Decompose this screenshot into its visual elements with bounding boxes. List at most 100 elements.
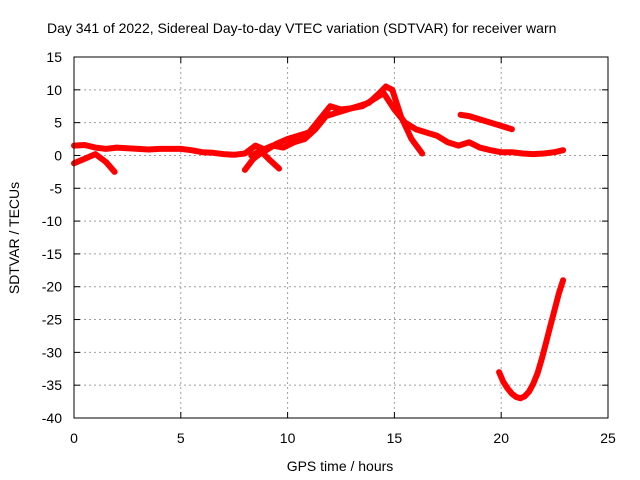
y-tick-label: 5 [54, 115, 62, 131]
data-point-satellite-track-d [398, 113, 404, 119]
data-point-satellite-track-a [530, 151, 536, 157]
data-point-satellite-track-d [344, 107, 350, 112]
data-point-satellite-track-e [509, 126, 515, 132]
data-point-satellite-track-a [253, 143, 259, 149]
data-point-satellite-track-a [231, 152, 237, 158]
data-point-satellite-track-a [156, 146, 162, 152]
data-point-satellite-track-f [496, 369, 502, 375]
data-point-satellite-track-f [543, 340, 549, 345]
data-point-satellite-track-d [280, 145, 286, 151]
data-point-satellite-track-f [539, 356, 545, 362]
data-point-satellite-track-a [221, 151, 226, 157]
data-point-satellite-track-f [552, 307, 558, 313]
data-point-satellite-track-b [103, 159, 109, 165]
data-point-satellite-track-d [376, 90, 382, 96]
data-point-satellite-track-d [419, 151, 425, 156]
series-line-satellite-track-b [71, 151, 118, 175]
data-point-satellite-track-e [466, 113, 472, 119]
data-point-satellite-track-f [526, 389, 532, 395]
data-point-satellite-track-a [135, 146, 141, 152]
data-point-satellite-track-f [535, 370, 540, 376]
data-point-satellite-track-a [327, 103, 333, 109]
data-point-satellite-track-f [505, 386, 511, 391]
y-tick-label: 15 [46, 49, 62, 65]
data-point-satellite-track-a [466, 139, 472, 145]
data-point-satellite-track-a [114, 145, 120, 151]
data-point-satellite-track-a [242, 151, 248, 156]
data-point-satellite-track-a [178, 146, 184, 152]
data-point-satellite-track-a [552, 149, 558, 155]
data-point-satellite-track-d [248, 153, 254, 158]
data-point-satellite-track-c [268, 158, 273, 164]
y-tick-label: -10 [42, 213, 62, 229]
data-point-satellite-track-a [210, 150, 216, 156]
data-point-satellite-track-d [389, 87, 395, 93]
data-point-satellite-track-a [199, 149, 205, 155]
data-point-satellite-track-e [498, 123, 504, 129]
data-point-satellite-track-d [383, 84, 389, 89]
data-point-satellite-track-d [355, 103, 361, 109]
x-tick-label: 5 [177, 430, 185, 446]
series-line-satellite-track-f [496, 277, 567, 402]
data-point-satellite-track-e [458, 112, 464, 118]
data-point-satellite-track-f [513, 394, 519, 400]
data-point-satellite-track-f [530, 381, 536, 387]
data-point-satellite-track-c [242, 167, 248, 173]
data-point-satellite-track-a [103, 146, 109, 152]
data-point-satellite-track-f [522, 393, 528, 399]
data-point-satellite-track-d [366, 100, 372, 106]
y-tick-label: 0 [54, 147, 62, 163]
data-point-satellite-track-f [517, 395, 523, 401]
y-axis-label: SDTVAR / TECUs [6, 182, 22, 294]
data-point-satellite-track-a [189, 147, 194, 153]
data-point-satellite-track-f [556, 290, 562, 296]
x-tick-label: 20 [493, 430, 509, 446]
y-axis-tick-labels: 15 10 5 0 -5 -10 -15 -20 -25 -30 -35 -40 [42, 49, 62, 426]
data-point-satellite-track-a [509, 149, 515, 155]
data-point-satellite-track-b [82, 156, 88, 162]
data-point-satellite-track-a [413, 126, 419, 132]
data-point-satellite-track-a [477, 145, 483, 151]
plot-frame [73, 56, 609, 419]
x-tick-label: 10 [280, 430, 296, 446]
y-tick-label: 10 [46, 82, 62, 98]
data-point-satellite-track-a [488, 147, 493, 153]
data-point-satellite-track-d [312, 126, 318, 132]
y-tick-label: -35 [42, 377, 62, 393]
data-point-satellite-track-d [334, 110, 340, 116]
data-point-satellite-track-a [285, 136, 291, 142]
data-point-satellite-track-a [146, 147, 152, 152]
data-series [71, 83, 567, 402]
y-tick-label: -20 [42, 279, 62, 295]
data-point-satellite-track-d [323, 113, 329, 119]
data-point-satellite-track-d [302, 136, 308, 142]
data-point-satellite-track-b [92, 151, 98, 157]
data-point-satellite-track-d [291, 139, 297, 145]
data-point-satellite-track-e [477, 116, 483, 122]
data-point-satellite-track-f [547, 323, 553, 329]
data-point-satellite-track-f [560, 277, 566, 283]
data-point-satellite-track-d [409, 136, 414, 142]
data-point-satellite-track-a [498, 149, 504, 155]
y-tick-label: -40 [42, 410, 62, 426]
x-axis-tick-labels: 0 5 10 15 20 25 [70, 430, 616, 446]
data-point-satellite-track-a [92, 145, 98, 151]
x-tick-label: 25 [600, 430, 616, 446]
data-point-satellite-track-a [520, 151, 526, 156]
data-point-satellite-track-a [541, 151, 547, 156]
data-point-satellite-track-d [270, 143, 276, 149]
data-point-satellite-track-a [82, 142, 88, 148]
data-point-satellite-track-f [509, 391, 515, 397]
axis-ticks [73, 56, 609, 419]
y-tick-label: -5 [50, 180, 63, 196]
data-point-satellite-track-e [488, 120, 493, 126]
data-point-satellite-track-c [276, 166, 282, 172]
data-point-satellite-track-a [167, 146, 173, 152]
x-tick-label: 15 [387, 430, 403, 446]
grid-lines [74, 57, 608, 418]
y-tick-label: -30 [42, 344, 62, 360]
series-line-satellite-track-d [248, 83, 426, 159]
data-point-satellite-track-f [500, 379, 506, 385]
chart-title: Day 341 of 2022, Sidereal Day-to-day VTE… [47, 20, 556, 36]
data-point-satellite-track-a [295, 133, 301, 139]
